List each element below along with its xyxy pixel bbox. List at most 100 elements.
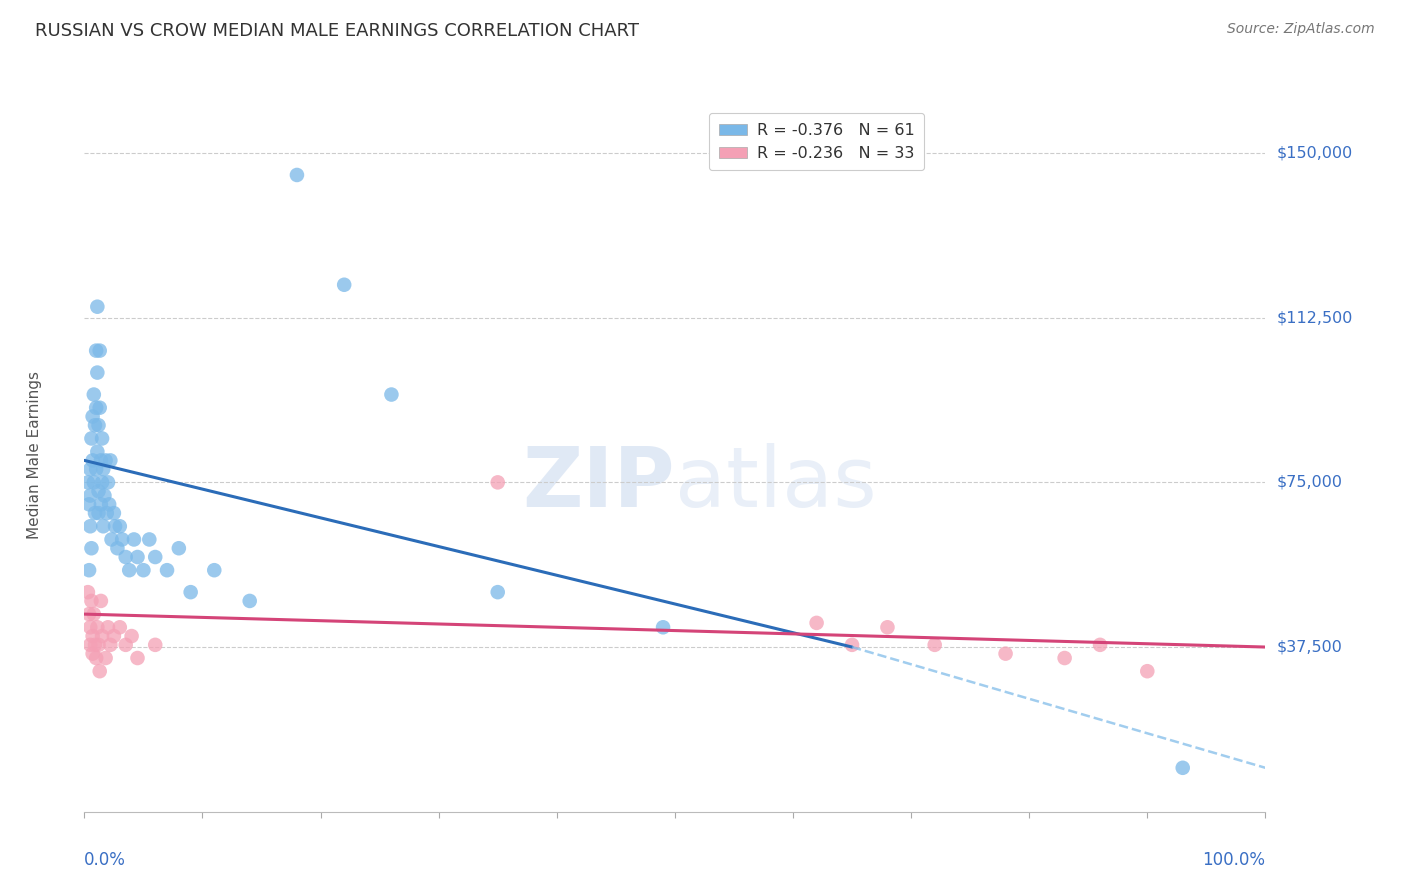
- Point: [202, 563, 225, 577]
- Text: 0.0%: 0.0%: [84, 851, 127, 869]
- Text: atlas: atlas: [675, 443, 876, 524]
- Point: [108, 519, 131, 533]
- Point: [86, 366, 108, 380]
- Point: [89, 401, 111, 415]
- Point: [79, 489, 101, 503]
- Point: [83, 475, 105, 490]
- Point: [86, 620, 108, 634]
- Text: $75,000: $75,000: [1277, 475, 1343, 490]
- Text: ZIP: ZIP: [523, 443, 675, 524]
- Point: [100, 533, 122, 547]
- Point: [994, 647, 1017, 661]
- Point: [90, 453, 112, 467]
- Point: [94, 453, 117, 467]
- Point: [486, 585, 509, 599]
- Point: [84, 418, 107, 433]
- Point: [111, 533, 134, 547]
- Point: [114, 549, 136, 564]
- Point: [84, 638, 107, 652]
- Point: [98, 638, 121, 652]
- Point: [333, 277, 356, 292]
- Point: [84, 401, 107, 415]
- Text: $150,000: $150,000: [1277, 145, 1353, 161]
- Point: [1136, 664, 1159, 678]
- Point: [83, 387, 105, 401]
- Point: [924, 638, 946, 652]
- Point: [84, 506, 107, 520]
- Point: [239, 594, 262, 608]
- Point: [876, 620, 898, 634]
- Point: [91, 629, 114, 643]
- Point: [84, 651, 107, 665]
- Text: Source: ZipAtlas.com: Source: ZipAtlas.com: [1227, 22, 1375, 37]
- Point: [97, 620, 120, 634]
- Point: [82, 409, 104, 424]
- Point: [1053, 651, 1076, 665]
- Point: [180, 585, 202, 599]
- Point: [108, 620, 131, 634]
- Point: [77, 475, 100, 490]
- Point: [87, 506, 110, 520]
- Point: [132, 563, 155, 577]
- Point: [80, 541, 103, 556]
- Point: [93, 489, 115, 503]
- Point: [127, 549, 149, 564]
- Point: [87, 484, 110, 499]
- Point: [98, 497, 121, 511]
- Point: [91, 475, 114, 490]
- Point: [143, 638, 166, 652]
- Point: [84, 343, 107, 358]
- Point: [114, 638, 136, 652]
- Point: [79, 620, 101, 634]
- Point: [1171, 761, 1194, 775]
- Point: [87, 418, 110, 433]
- Point: [91, 519, 114, 533]
- Point: [121, 629, 143, 643]
- Text: $37,500: $37,500: [1277, 640, 1343, 655]
- Point: [91, 462, 114, 476]
- Point: [80, 432, 103, 446]
- Point: [83, 607, 105, 621]
- Point: [1088, 638, 1111, 652]
- Point: [82, 453, 104, 467]
- Point: [94, 651, 117, 665]
- Point: [138, 533, 160, 547]
- Legend: R = -0.376   N = 61, R = -0.236   N = 33: R = -0.376 N = 61, R = -0.236 N = 33: [709, 113, 924, 170]
- Text: 100.0%: 100.0%: [1202, 851, 1265, 869]
- Point: [80, 594, 103, 608]
- Point: [79, 462, 101, 476]
- Point: [841, 638, 863, 652]
- Point: [87, 638, 110, 652]
- Point: [86, 300, 108, 314]
- Point: [77, 497, 100, 511]
- Point: [104, 519, 127, 533]
- Point: [91, 432, 114, 446]
- Point: [118, 563, 141, 577]
- Text: $112,500: $112,500: [1277, 310, 1353, 326]
- Point: [486, 475, 509, 490]
- Point: [89, 664, 111, 678]
- Point: [77, 585, 100, 599]
- Point: [77, 607, 100, 621]
- Point: [82, 629, 104, 643]
- Point: [79, 519, 101, 533]
- Point: [79, 638, 101, 652]
- Point: [97, 475, 120, 490]
- Point: [103, 506, 125, 520]
- Point: [82, 647, 104, 661]
- Point: [96, 506, 118, 520]
- Point: [89, 343, 111, 358]
- Point: [127, 651, 149, 665]
- Point: [107, 541, 129, 556]
- Point: [285, 168, 308, 182]
- Point: [86, 444, 108, 458]
- Point: [167, 541, 190, 556]
- Text: Median Male Earnings: Median Male Earnings: [27, 371, 42, 539]
- Text: RUSSIAN VS CROW MEDIAN MALE EARNINGS CORRELATION CHART: RUSSIAN VS CROW MEDIAN MALE EARNINGS COR…: [35, 22, 640, 40]
- Point: [143, 549, 166, 564]
- Point: [806, 615, 828, 630]
- Point: [98, 453, 121, 467]
- Point: [156, 563, 179, 577]
- Point: [380, 387, 402, 401]
- Point: [77, 563, 100, 577]
